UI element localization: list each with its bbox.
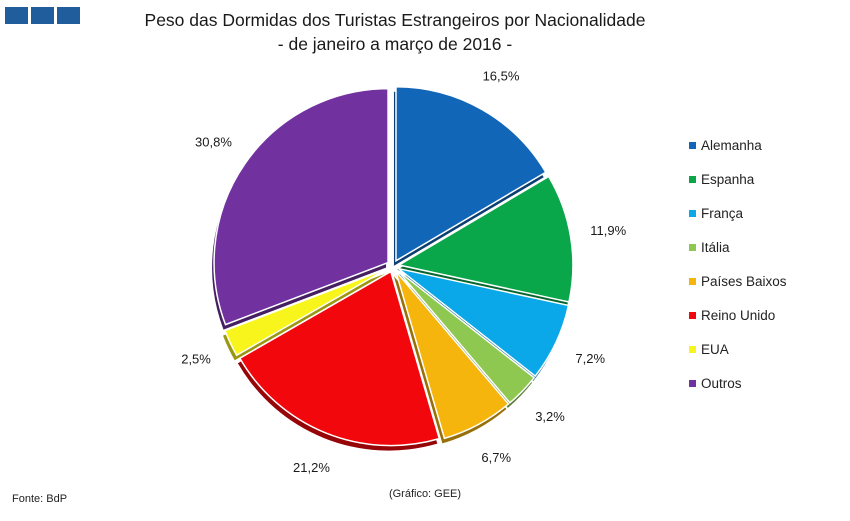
pie-slice-frança [397,267,570,378]
legend-swatch [689,345,696,353]
legend-item: Outros [689,366,787,400]
legend-item: Espanha [689,162,787,196]
logo-block [31,7,54,24]
legend-swatch [689,141,696,149]
legend-swatch [689,243,696,251]
source-note: Fonte: BdP [12,493,68,505]
chart-legend: Alemanha Espanha França Itália Países Baixos… [689,128,787,400]
data-label: 3,2% [535,409,565,424]
data-label: 30,8% [195,134,232,149]
legend-swatch [689,209,696,217]
chart-credit: (Gráfico: GEE) [388,488,462,500]
data-label: 6,7% [481,450,511,465]
pie-slice-itália [396,269,536,404]
pie-slice-países-baixos [395,270,510,440]
legend-label: França [701,205,744,221]
legend-swatch [689,311,696,319]
legend-swatch [689,175,696,183]
data-label: 16,5% [483,69,520,84]
legend-item: Alemanha [689,128,787,162]
legend-item: França [689,196,787,230]
pie-slice-reino-unido [238,270,441,447]
legend-label: Países Baixos [701,273,787,289]
pie-slice-espanha [396,175,574,303]
legend-item: EUA [689,332,787,366]
legend-item: Itália [689,230,787,264]
data-label: 11,9% [590,223,626,238]
pie-slices [212,86,574,451]
legend-label: Outros [701,375,742,391]
pie-slice-alemanha [395,86,547,263]
data-labels: 16,5% 11,9% 7,2% 3,2% 6,7% 21,2% 2,5% 30,8% [181,69,626,476]
legend-label: Espanha [701,171,755,187]
data-label: 21,2% [293,460,330,475]
logo-block [57,7,80,24]
chart-subtitle: - de janeiro a março de 2016 - [277,34,513,54]
legend-item: Países Baixos [689,264,787,298]
chart-title-block: Peso das Dormidas dos Turistas Estrangei… [0,8,790,56]
legend-label: EUA [701,341,729,357]
legend-label: Itália [701,239,730,255]
data-label: 2,5% [181,351,211,366]
chart-title: Peso das Dormidas dos Turistas Estrangei… [144,10,646,30]
legend-swatch [689,379,696,387]
data-label: 7,2% [575,351,605,366]
legend-label: Alemanha [701,137,762,153]
pie-slice-eua [224,267,388,357]
logo-block [5,7,28,24]
legend-item: Reino Unido [689,298,787,332]
legend-label: Reino Unido [701,307,776,323]
legend-swatch [689,277,696,285]
header-logo-blocks [5,7,80,24]
pie-slice-outros [213,87,389,326]
